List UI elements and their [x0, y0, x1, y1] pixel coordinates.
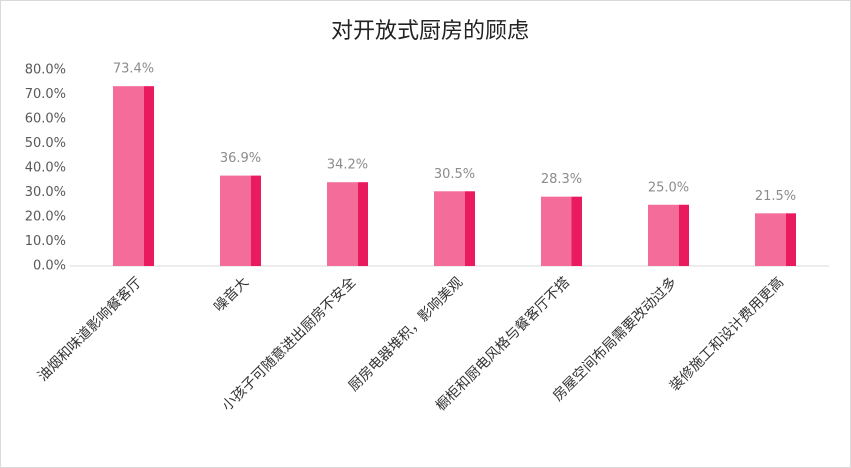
bar [113, 86, 154, 266]
value-label: 28.3% [541, 172, 582, 187]
y-tick-label: 30.0% [25, 185, 66, 200]
value-label: 36.9% [220, 151, 261, 166]
bar [434, 191, 475, 266]
value-label: 34.2% [327, 158, 368, 173]
value-label: 25.0% [648, 180, 689, 195]
value-label: 73.4% [113, 62, 154, 77]
y-tick-label: 40.0% [25, 161, 66, 176]
y-tick-label: 10.0% [25, 234, 66, 249]
chart-title: 对开放式厨房的顾虑 [331, 19, 529, 44]
bar [327, 182, 368, 266]
y-tick-label: 0.0% [33, 259, 66, 274]
bar [220, 175, 261, 266]
bar [755, 213, 796, 266]
y-tick-label: 50.0% [25, 136, 66, 151]
y-tick-label: 70.0% [25, 87, 66, 102]
y-tick-label: 60.0% [25, 112, 66, 127]
value-label: 21.5% [755, 189, 796, 204]
value-label: 30.5% [434, 167, 475, 182]
bar [648, 204, 689, 266]
y-tick-label: 20.0% [25, 210, 66, 225]
y-tick-label: 80.0% [25, 63, 66, 78]
bar [541, 196, 582, 266]
